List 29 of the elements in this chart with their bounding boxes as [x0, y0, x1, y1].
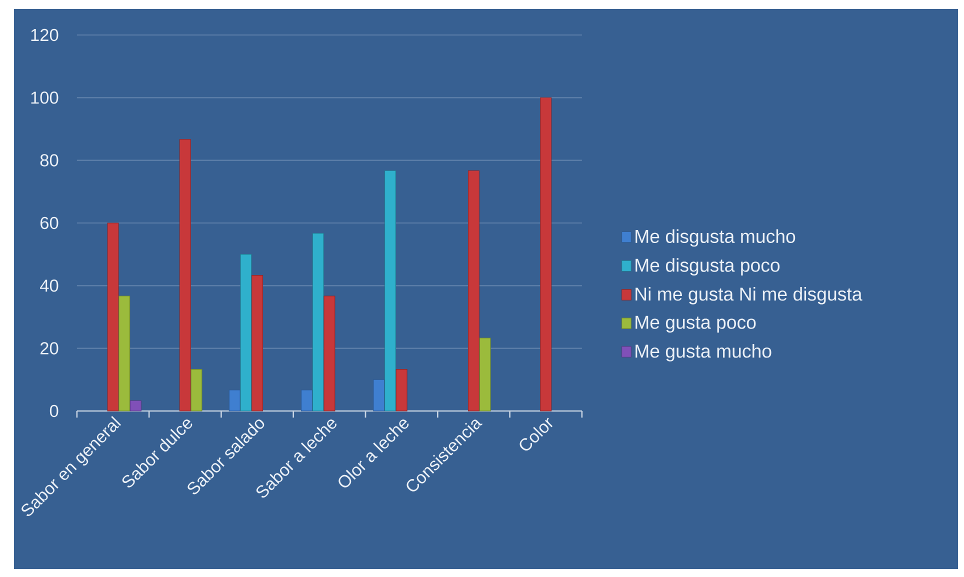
bar — [107, 222, 119, 412]
bar — [396, 369, 408, 412]
y-tick-label: 80 — [40, 154, 58, 166]
bar — [179, 139, 191, 412]
bar — [118, 296, 130, 412]
y-tick-label: 60 — [40, 216, 58, 230]
bar — [373, 379, 385, 412]
y-tick-label: 20 — [40, 342, 58, 354]
bar — [468, 170, 480, 412]
bar — [479, 338, 491, 412]
bar — [540, 97, 552, 412]
bar — [384, 170, 396, 412]
bar — [228, 390, 240, 412]
y-tick-label: 120 — [31, 28, 58, 42]
legend-label: Me disgusta mucho — [636, 229, 796, 247]
bar — [324, 296, 336, 412]
bar — [312, 233, 324, 412]
bar — [301, 390, 312, 412]
legend-label: Me gusta mucho — [636, 344, 772, 362]
bar — [240, 254, 252, 412]
y-tick-label: 40 — [40, 280, 58, 292]
legend-label: Me gusta poco — [636, 316, 756, 333]
legend-label: Me disgusta poco — [636, 258, 780, 276]
bar — [190, 369, 202, 412]
y-tick-label: 0 — [50, 404, 58, 418]
legend-label: Ni me gusta Ni me disgusta — [636, 287, 862, 304]
bar — [130, 400, 142, 412]
y-tick-label: 100 — [31, 92, 58, 104]
bar — [252, 275, 264, 412]
